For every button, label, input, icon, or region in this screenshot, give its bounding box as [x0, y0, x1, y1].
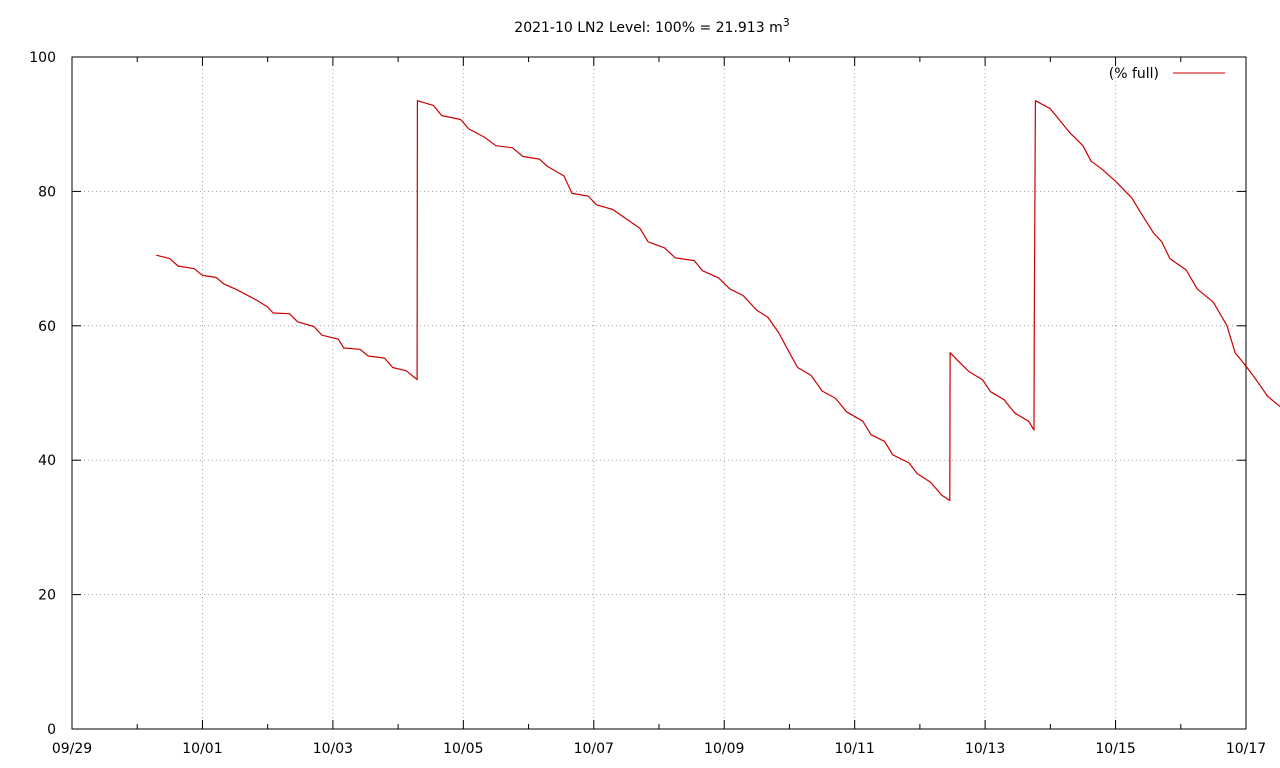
- grid-lines: [72, 57, 1246, 729]
- y-tick-labels: 0 20 40 60 80 100: [29, 50, 56, 738]
- y-tick-label: 80: [38, 184, 56, 200]
- x-tick-label: 10/15: [1095, 741, 1135, 757]
- chart-title: 2021-10 LN2 Level: 100% = 21.913 m3: [514, 16, 789, 36]
- plot-frame: [71, 56, 1247, 730]
- x-tick-label: 10/05: [443, 741, 483, 757]
- y-tick-label: 40: [38, 453, 56, 469]
- x-tick-label: 10/09: [704, 741, 744, 757]
- x-tick-labels: 09/29 10/01 10/03 10/05 10/07 10/09 10/11 10/13…: [52, 741, 1266, 757]
- x-tick-label: 10/13: [965, 741, 1005, 757]
- x-tick-label: 10/01: [182, 741, 222, 757]
- y-tick-label: 0: [47, 722, 56, 738]
- x-tick-label: 10/17: [1226, 741, 1266, 757]
- y-tick-label: 20: [38, 588, 56, 604]
- y-tick-label: 100: [29, 50, 56, 66]
- axis-ticks: [71, 56, 1247, 730]
- series-group: [156, 100, 1280, 502]
- legend: (% full): [1109, 66, 1225, 82]
- y-tick-label: 60: [38, 319, 56, 335]
- x-tick-label: 10/03: [313, 741, 353, 757]
- legend-label: (% full): [1109, 66, 1159, 82]
- x-tick-label: 09/29: [52, 741, 92, 757]
- x-tick-label: 10/11: [834, 741, 874, 757]
- x-tick-label: 10/07: [574, 741, 614, 757]
- series-line-percent-full: [156, 100, 1280, 502]
